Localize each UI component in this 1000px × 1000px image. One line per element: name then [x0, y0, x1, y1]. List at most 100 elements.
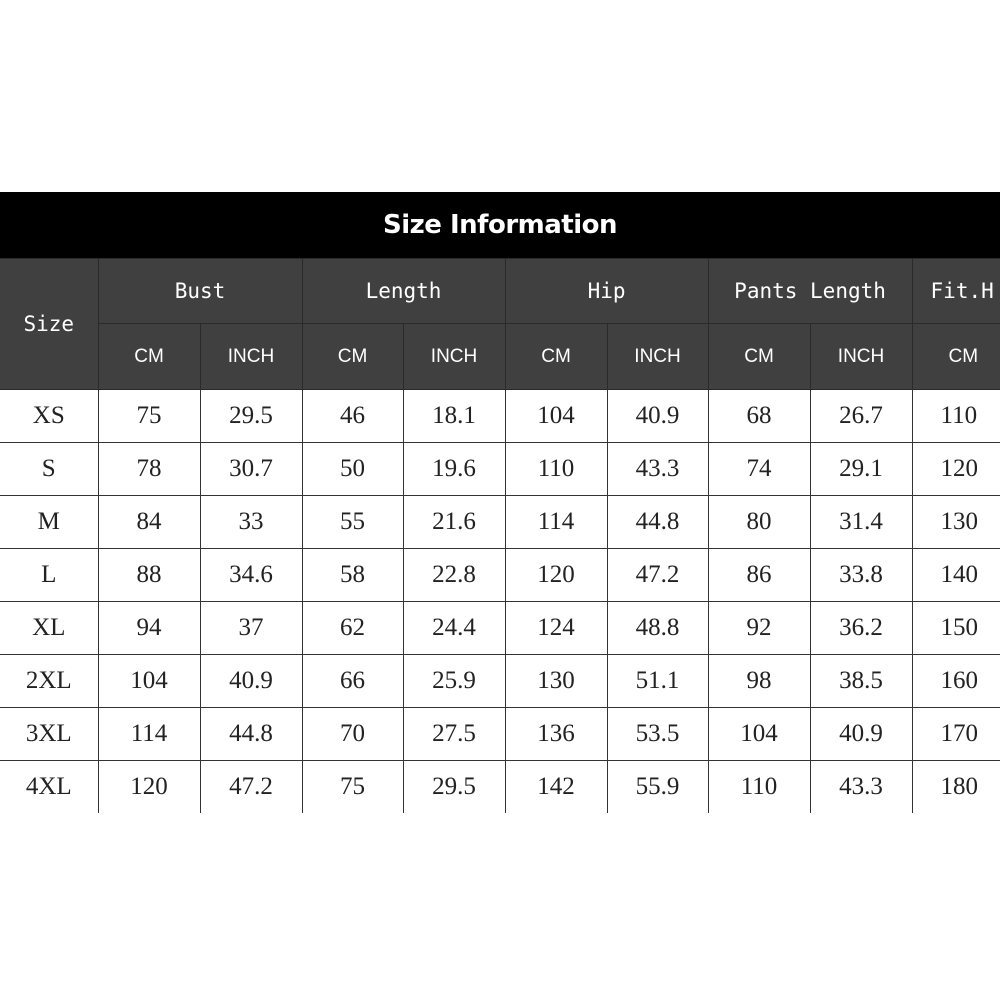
value-cell: 25.9: [402, 654, 506, 708]
value-cell: 88: [97, 548, 201, 602]
table-row: S 78 30.7 50 19.6 110 43.3 74 29.1 120: [0, 442, 1000, 496]
value-cell: 44.8: [199, 707, 303, 761]
value-cell: 47.2: [199, 760, 303, 813]
size-cell: XS: [0, 389, 99, 443]
table-row: 4XL 120 47.2 75 29.5 142 55.9 110 43.3 180: [0, 760, 1000, 813]
value-cell: 124: [504, 601, 608, 655]
value-cell: 70: [301, 707, 404, 761]
unit-header: INCH: [199, 323, 303, 390]
value-cell: 86: [707, 548, 811, 602]
size-cell: 4XL: [0, 760, 99, 813]
value-cell: 24.4: [402, 601, 506, 655]
table-row: M 84 33 55 21.6 114 44.8 80 31.4 130: [0, 495, 1000, 549]
size-cell: L: [0, 548, 99, 602]
value-cell: 27.5: [402, 707, 506, 761]
value-cell: 180: [911, 760, 1000, 813]
value-cell: 120: [504, 548, 608, 602]
value-cell: 58: [301, 548, 404, 602]
value-cell: 18.1: [402, 389, 506, 443]
group-header-pants-length: Pants Length: [707, 258, 913, 324]
value-cell: 55: [301, 495, 404, 549]
value-cell: 110: [504, 442, 608, 496]
value-cell: 110: [707, 760, 811, 813]
value-cell: 26.7: [809, 389, 913, 443]
value-cell: 29.5: [199, 389, 303, 443]
value-cell: 80: [707, 495, 811, 549]
unit-header: CM: [911, 323, 1000, 390]
value-cell: 55.9: [606, 760, 709, 813]
value-cell: 31.4: [809, 495, 913, 549]
size-cell: M: [0, 495, 99, 549]
value-cell: 48.8: [606, 601, 709, 655]
value-cell: 104: [97, 654, 201, 708]
value-cell: 120: [97, 760, 201, 813]
table-row: 3XL 114 44.8 70 27.5 136 53.5 104 40.9 170: [0, 707, 1000, 761]
value-cell: 40.9: [606, 389, 709, 443]
value-cell: 30.7: [199, 442, 303, 496]
size-cell: S: [0, 442, 99, 496]
value-cell: 66: [301, 654, 404, 708]
value-cell: 142: [504, 760, 608, 813]
value-cell: 78: [97, 442, 201, 496]
value-cell: 94: [97, 601, 201, 655]
value-cell: 33: [199, 495, 303, 549]
value-cell: 120: [911, 442, 1000, 496]
value-cell: 44.8: [606, 495, 709, 549]
value-cell: 62: [301, 601, 404, 655]
value-cell: 29.1: [809, 442, 913, 496]
group-header-fit-h: Fit.H: [911, 258, 1000, 324]
value-cell: 68: [707, 389, 811, 443]
value-cell: 170: [911, 707, 1000, 761]
value-cell: 47.2: [606, 548, 709, 602]
size-cell: 2XL: [0, 654, 99, 708]
value-cell: 130: [911, 495, 1000, 549]
value-cell: 160: [911, 654, 1000, 708]
value-cell: 29.5: [402, 760, 506, 813]
value-cell: 130: [504, 654, 608, 708]
value-cell: 46: [301, 389, 404, 443]
value-cell: 43.3: [809, 760, 913, 813]
group-header-row: Size Bust Length Hip Pants Length Fit.H: [0, 258, 1000, 390]
value-cell: 92: [707, 601, 811, 655]
value-cell: 38.5: [809, 654, 913, 708]
value-cell: 19.6: [402, 442, 506, 496]
value-cell: 114: [97, 707, 201, 761]
value-cell: 33.8: [809, 548, 913, 602]
table-row: XL 94 37 62 24.4 124 48.8 92 36.2 150: [0, 601, 1000, 655]
group-header-bust: Bust: [97, 258, 303, 324]
value-cell: 51.1: [606, 654, 709, 708]
size-cell: 3XL: [0, 707, 99, 761]
unit-header-row: CM INCH CM INCH CM INCH CM INCH CM: [0, 323, 1000, 390]
value-cell: 40.9: [199, 654, 303, 708]
size-column-header: Size: [0, 258, 99, 390]
value-cell: 140: [911, 548, 1000, 602]
unit-header: INCH: [606, 323, 709, 390]
value-cell: 75: [97, 389, 201, 443]
size-table: Size Bust Length Hip Pants Length Fit.H …: [0, 258, 1000, 813]
table-row: XS 75 29.5 46 18.1 104 40.9 68 26.7 110: [0, 389, 1000, 443]
value-cell: 98: [707, 654, 811, 708]
unit-header: CM: [707, 323, 811, 390]
group-header-length: Length: [301, 258, 506, 324]
group-header-hip: Hip: [504, 258, 709, 324]
value-cell: 50: [301, 442, 404, 496]
value-cell: 84: [97, 495, 201, 549]
value-cell: 43.3: [606, 442, 709, 496]
value-cell: 22.8: [402, 548, 506, 602]
table-title: Size Information: [0, 192, 1000, 258]
unit-header: INCH: [809, 323, 913, 390]
value-cell: 136: [504, 707, 608, 761]
value-cell: 40.9: [809, 707, 913, 761]
unit-header: CM: [98, 323, 201, 390]
value-cell: 114: [504, 495, 608, 549]
size-cell: XL: [0, 601, 99, 655]
unit-header: CM: [504, 323, 608, 390]
value-cell: 110: [911, 389, 1000, 443]
value-cell: 150: [911, 601, 1000, 655]
value-cell: 37: [199, 601, 303, 655]
value-cell: 104: [504, 389, 608, 443]
value-cell: 75: [301, 760, 404, 813]
value-cell: 74: [707, 442, 811, 496]
value-cell: 34.6: [199, 548, 303, 602]
unit-header: INCH: [402, 323, 506, 390]
